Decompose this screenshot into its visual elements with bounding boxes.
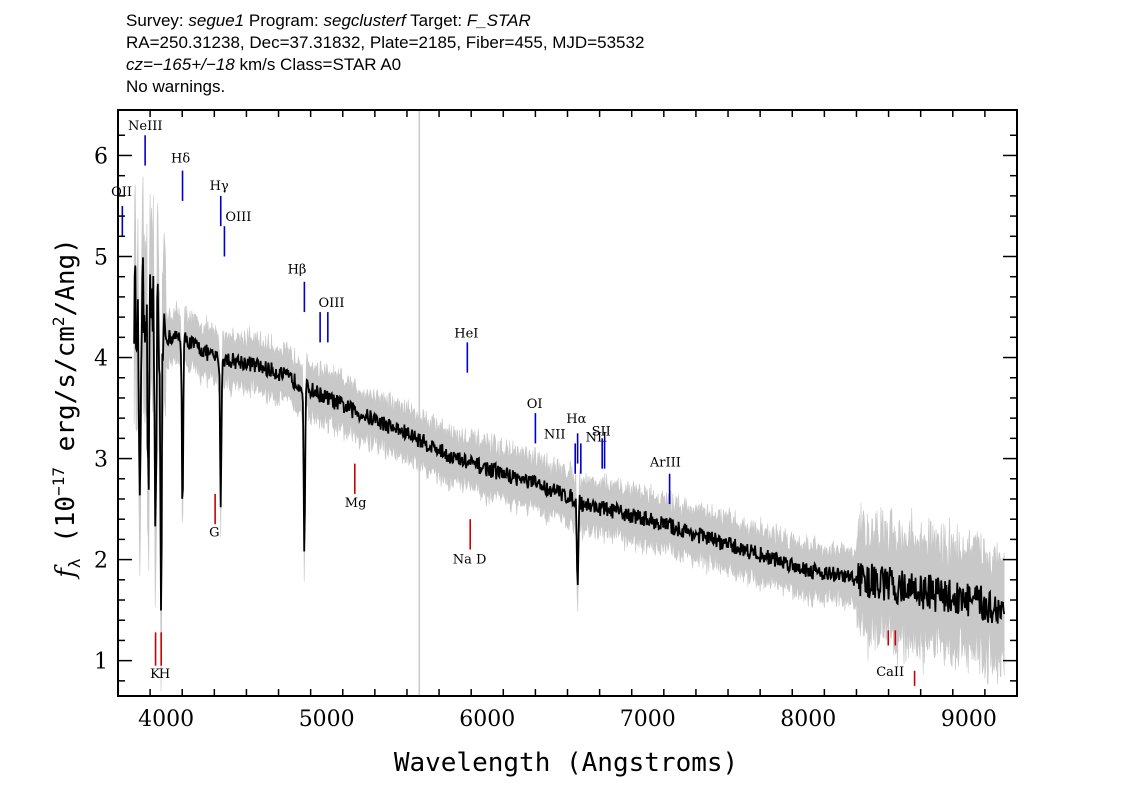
y-axis-title-exp: −17 <box>49 467 68 496</box>
x-tick-label-5000: 5000 <box>299 707 355 732</box>
emission-label-4: OIII <box>225 210 251 225</box>
header-line-4: No warnings. <box>126 77 226 96</box>
absorption-label-1: H <box>159 667 170 682</box>
x-tick-label-6000: 6000 <box>459 707 515 732</box>
emission-label-1: OII <box>111 185 132 200</box>
x-tick-label-9000: 9000 <box>941 707 997 732</box>
x-tick-label-7000: 7000 <box>620 707 676 732</box>
y-tick-label-5: 5 <box>94 246 108 271</box>
y-axis-title-sub: λ <box>65 558 84 568</box>
emission-label-11: Hα <box>566 412 586 427</box>
y-axis-title-b: erg/s/cm <box>51 326 81 467</box>
emission-label-8: HeI <box>454 326 478 341</box>
emission-label-3: Hγ <box>210 179 229 194</box>
emission-label-10: NII <box>544 427 566 442</box>
y-tick-label-1: 1 <box>94 650 108 675</box>
y-tick-label-4: 4 <box>94 347 108 372</box>
y-axis-title-c: /Ang) <box>51 238 81 316</box>
emission-label-6: OIII <box>318 296 344 311</box>
program-label: Program: <box>244 11 324 30</box>
emission-label-13: SII <box>592 424 611 439</box>
absorption-label-4: Na D <box>453 553 487 568</box>
emission-label-2: Hδ <box>171 152 190 167</box>
absorption-label-3: Mg <box>345 496 367 511</box>
y-tick-label-6: 6 <box>94 144 108 169</box>
plot-header: Survey: segue1 Program: segclusterf Targ… <box>126 10 644 98</box>
target-label: Target: <box>405 11 467 30</box>
line-marker-layer: NeIIIOIIHδHγOIIIHβOIIIHeIOINIIHαNIISIIAr… <box>111 119 916 686</box>
x-axis-title: Wavelength (Angstroms) <box>394 748 738 778</box>
error-band <box>133 176 1005 692</box>
tick-layer: 4000 5000 6000 7000 8000 9000 1 2 3 4 5 6 <box>94 110 1018 732</box>
x-tick-label-4000: 4000 <box>138 707 194 732</box>
spectrum-line <box>133 257 1006 624</box>
emission-label-5: Hβ <box>288 263 307 278</box>
emission-label-9: OI <box>527 397 543 412</box>
absorption-label-5: CaII <box>876 665 904 680</box>
program-value: segclusterf <box>323 11 406 30</box>
y-axis-title-a: (10 <box>51 496 81 559</box>
absorption-label-2: G <box>209 525 219 540</box>
y-tick-label-3: 3 <box>94 448 108 473</box>
y-axis-title: fλ (10−17 erg/s/cm2/Ang) <box>49 238 84 580</box>
header-line-2: RA=250.31238, Dec=37.31832, Plate=2185, … <box>126 33 645 52</box>
x-tick-label-8000: 8000 <box>780 707 836 732</box>
emission-label-0: NeIII <box>128 119 162 134</box>
survey-label: Survey: <box>126 11 189 30</box>
error-band-layer <box>133 176 1005 692</box>
target-value: F_STAR <box>466 11 531 30</box>
survey-value: segue1 <box>188 11 245 30</box>
y-tick-label-2: 2 <box>94 549 108 574</box>
y-axis-title-exp2: 2 <box>49 316 68 326</box>
spectrum-layer <box>133 257 1006 624</box>
cz-value: cz=−165+/−18 <box>126 55 235 74</box>
emission-label-15: ArIII <box>649 456 681 471</box>
cz-rest: km/s Class=STAR A0 <box>234 55 402 74</box>
header-line-1: Survey: segue1 Program: segclusterf Targ… <box>126 10 644 32</box>
header-line-3: cz=−165+/−18 km/s Class=STAR A0 <box>126 54 644 76</box>
absorption-label-0: K <box>150 667 160 682</box>
